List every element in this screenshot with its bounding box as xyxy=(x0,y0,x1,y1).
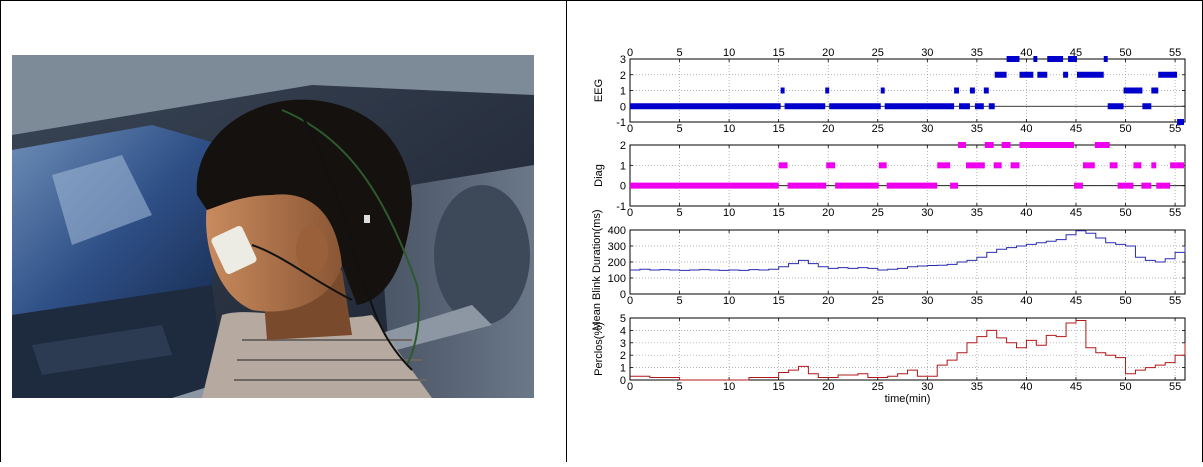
x-tick-label: 30 xyxy=(921,123,933,135)
x-tick-label-top: 5 xyxy=(676,47,682,59)
x-tick-label: 10 xyxy=(723,381,735,393)
x-tick-label-top: 35 xyxy=(971,47,983,59)
y-tick-label: 4 xyxy=(620,325,626,337)
x-tick-label: 45 xyxy=(1070,295,1082,307)
charts-panel: 0 5 10 15 20 25 30 35 40 45 50 55 0 5 10 15 20 25 30 35 40 45… xyxy=(568,30,1202,462)
x-tick-label: 50 xyxy=(1119,295,1131,307)
x-tick-label: 0 xyxy=(627,295,633,307)
x-tick-label: 25 xyxy=(872,295,884,307)
x-tick-label: 35 xyxy=(971,207,983,219)
x-tick-label: 45 xyxy=(1070,123,1082,135)
x-tick-label: 50 xyxy=(1119,207,1131,219)
left-border xyxy=(0,0,1,462)
x-tick-label: 40 xyxy=(1020,295,1032,307)
x-tick-label: 10 xyxy=(723,207,735,219)
x-tick-label: 50 xyxy=(1119,381,1131,393)
x-tick-label: 45 xyxy=(1070,207,1082,219)
x-tick-label-top: 0 xyxy=(627,47,633,59)
x-tick-label-top: 15 xyxy=(773,47,785,59)
x-tick-label: 20 xyxy=(822,381,834,393)
x-tick-label: 40 xyxy=(1020,207,1032,219)
driver-photo xyxy=(12,55,534,398)
axes-box xyxy=(630,145,1185,206)
x-tick-label-top: 55 xyxy=(1169,47,1181,59)
x-tick-label: 25 xyxy=(872,207,884,219)
x-tick-label: 55 xyxy=(1169,381,1181,393)
x-tick-label: 55 xyxy=(1169,295,1181,307)
y-tick-label: 100 xyxy=(608,273,626,285)
x-tick-label: 5 xyxy=(676,381,682,393)
x-tick-label: 30 xyxy=(921,207,933,219)
y-tick-label: 1 xyxy=(620,160,626,172)
x-tick-label: 20 xyxy=(822,295,834,307)
x-tick-label-top: 25 xyxy=(872,47,884,59)
x-tick-label: 30 xyxy=(921,381,933,393)
x-tick-label-top: 40 xyxy=(1020,47,1032,59)
y-axis-label: Perclos(%) xyxy=(593,322,605,376)
y-tick-label: 1 xyxy=(620,363,626,375)
x-tick-label: 40 xyxy=(1020,381,1032,393)
x-tick-label-top: 20 xyxy=(822,47,834,59)
y-tick-label: 300 xyxy=(608,241,626,253)
passenger-head xyxy=(434,185,530,325)
driver-photo-illustration xyxy=(12,55,534,398)
y-axis-label: Diag xyxy=(593,164,605,187)
driver-ear xyxy=(296,226,328,274)
y-tick-label: 5 xyxy=(620,313,626,325)
electrode-clip xyxy=(364,215,370,223)
y-tick-label: 3 xyxy=(620,54,626,66)
x-tick-label-top: 30 xyxy=(921,47,933,59)
x-tick-label: 15 xyxy=(773,295,785,307)
x-tick-label: 25 xyxy=(872,381,884,393)
eeg-blink-charts: 0 5 10 15 20 25 30 35 40 45 50 550 5 10 15 20 25 30 35 40 45… xyxy=(568,30,1202,462)
x-tick-label: 10 xyxy=(723,295,735,307)
y-tick-label: 2 xyxy=(620,140,626,152)
y-tick-label: -1 xyxy=(616,117,626,129)
top-border xyxy=(0,0,1203,1)
x-tick-label: 20 xyxy=(822,123,834,135)
x-tick-label: 35 xyxy=(971,295,983,307)
y-tick-label: 0 xyxy=(620,289,626,301)
y-tick-label: 0 xyxy=(620,181,626,193)
x-tick-label: 15 xyxy=(773,207,785,219)
y-axis-label: EEG xyxy=(593,79,605,102)
x-tick-label: 5 xyxy=(676,207,682,219)
y-tick-label: 1 xyxy=(620,86,626,98)
x-tick-label: 15 xyxy=(773,123,785,135)
x-tick-label: 5 xyxy=(676,123,682,135)
y-tick-label: -1 xyxy=(616,201,626,213)
y-tick-label: 2 xyxy=(620,350,626,362)
data-line xyxy=(630,231,1185,271)
y-tick-label: 200 xyxy=(608,257,626,269)
x-tick-label: 10 xyxy=(723,123,735,135)
x-tick-label: 45 xyxy=(1070,381,1082,393)
x-tick-label: 25 xyxy=(872,123,884,135)
x-tick-label: 5 xyxy=(676,295,682,307)
x-tick-label: 30 xyxy=(921,295,933,307)
y-tick-label: 2 xyxy=(620,70,626,82)
x-axis-label: time(min) xyxy=(885,393,931,405)
x-tick-label-top: 50 xyxy=(1119,47,1131,59)
x-tick-label: 35 xyxy=(971,381,983,393)
x-tick-label: 40 xyxy=(1020,123,1032,135)
y-tick-label: 400 xyxy=(608,225,626,237)
x-tick-label: 50 xyxy=(1119,123,1131,135)
data-line xyxy=(630,320,1185,380)
x-tick-label: 20 xyxy=(822,207,834,219)
center-divider xyxy=(566,0,567,462)
x-tick-label: 35 xyxy=(971,123,983,135)
y-tick-label: 0 xyxy=(620,101,626,113)
x-tick-label: 0 xyxy=(627,207,633,219)
y-tick-label: 3 xyxy=(620,338,626,350)
x-tick-label: 0 xyxy=(627,123,633,135)
x-tick-label-top: 10 xyxy=(723,47,735,59)
x-tick-label: 0 xyxy=(627,381,633,393)
x-tick-label: 55 xyxy=(1169,207,1181,219)
y-axis-label: Mean Blink Duration(ms) xyxy=(591,209,603,330)
x-tick-label: 15 xyxy=(773,381,785,393)
y-tick-label: 0 xyxy=(620,375,626,387)
